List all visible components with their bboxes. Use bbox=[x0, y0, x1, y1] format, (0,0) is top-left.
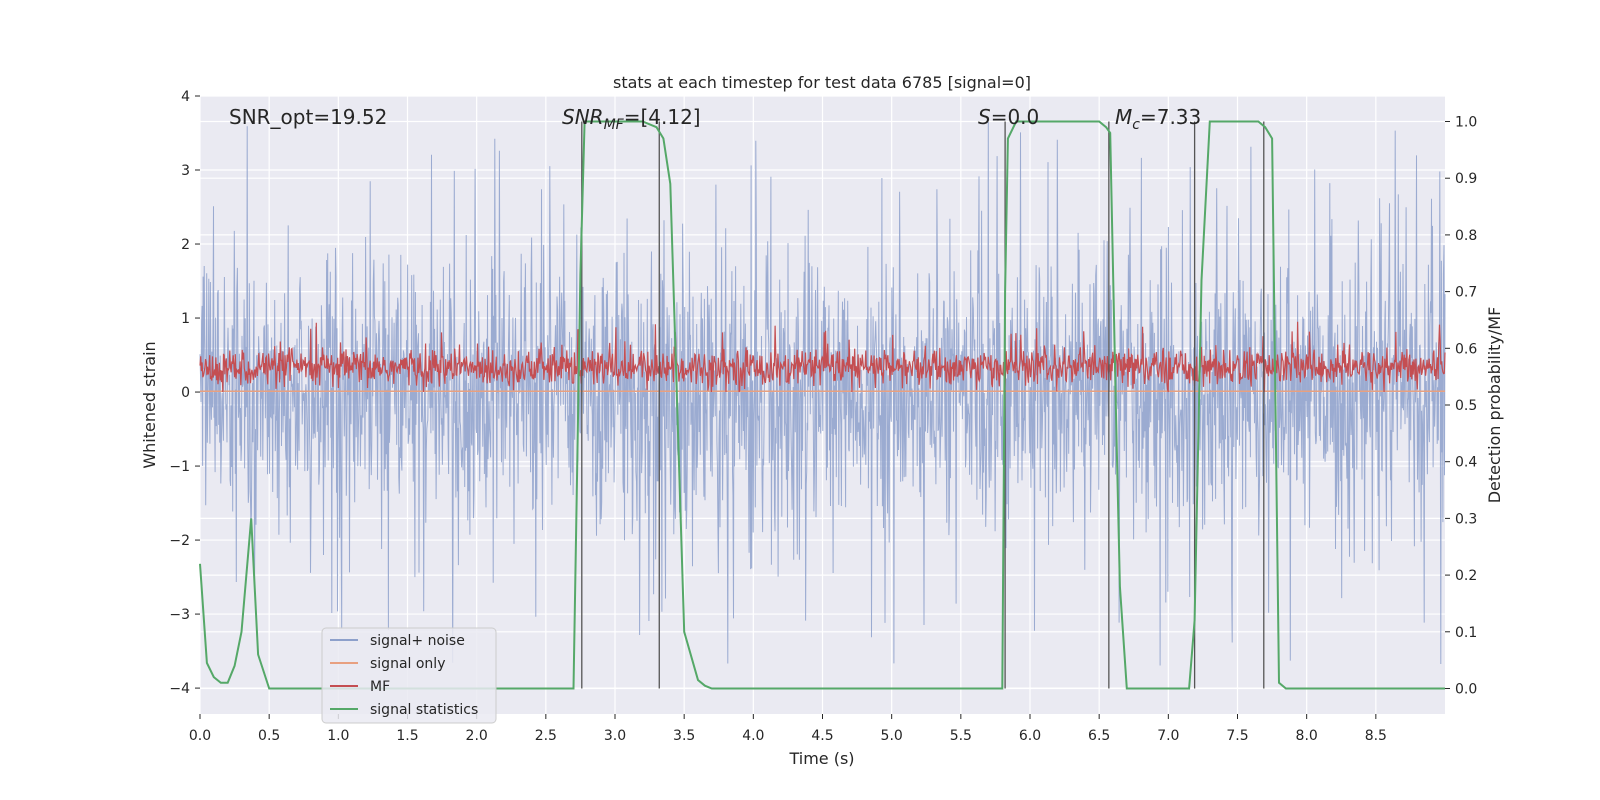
x-tick-label: 6.0 bbox=[1019, 728, 1041, 744]
x-tick-label: 1.5 bbox=[396, 728, 418, 744]
y-right-tick-label: 0.9 bbox=[1455, 171, 1477, 187]
mc-value: =7.33 bbox=[1140, 105, 1201, 129]
x-tick-label: 3.0 bbox=[604, 728, 626, 744]
y-axis-label-right: Detection probability/MF bbox=[1485, 307, 1504, 504]
legend: signal+ noise signal only MF signal stat… bbox=[321, 627, 497, 724]
x-tick-label: 7.5 bbox=[1226, 728, 1248, 744]
y-right-tick-label: 1.0 bbox=[1455, 115, 1477, 131]
legend-box bbox=[321, 627, 497, 724]
signal-noise-line bbox=[199, 121, 1446, 666]
signal-statistics-line bbox=[199, 120, 1445, 690]
y-right-tick-label: 0.2 bbox=[1455, 568, 1477, 584]
x-tick-label: 8.5 bbox=[1365, 728, 1387, 744]
y-right-tick-label: 0.8 bbox=[1455, 228, 1477, 244]
legend-label-signal-noise: signal+ noise bbox=[370, 633, 465, 649]
signal-noise-series bbox=[199, 121, 1446, 666]
x-tick-label: 8.0 bbox=[1296, 728, 1318, 744]
legend-label-mf: MF bbox=[370, 679, 390, 695]
x-tick-label: 4.0 bbox=[742, 728, 764, 744]
annotation-mc: Mc=7.33 bbox=[1115, 105, 1201, 133]
y-left-tick-label: −3 bbox=[169, 607, 190, 623]
x-tick-label: 4.5 bbox=[811, 728, 833, 744]
mf-line bbox=[199, 321, 1446, 393]
y-left-tick-label: −1 bbox=[169, 459, 190, 475]
mc-subscript: c bbox=[1132, 117, 1140, 133]
y-right-tick-label: 0.4 bbox=[1455, 455, 1477, 471]
mc-symbol: M bbox=[1115, 105, 1132, 129]
mf-series bbox=[199, 321, 1446, 393]
legend-label-signal-statistics: signal statistics bbox=[370, 702, 478, 718]
y-left-tick-labels: 4 3 2 1 0 −1 −2 −3 −4 bbox=[169, 89, 200, 697]
y-left-tick-label: 1 bbox=[181, 311, 190, 327]
s-symbol: S bbox=[978, 105, 991, 129]
legend-label-signal-only: signal only bbox=[370, 656, 445, 672]
x-tick-label: 2.0 bbox=[466, 728, 488, 744]
annotation-snr-mf: SNRMF=[4.12] bbox=[562, 105, 701, 133]
x-tick-label: 5.0 bbox=[881, 728, 903, 744]
y-right-tick-label: 0.3 bbox=[1455, 511, 1477, 527]
s-value: =0.0 bbox=[991, 105, 1040, 129]
snr-mf-value: =[4.12] bbox=[624, 105, 701, 129]
y-left-tick-label: 2 bbox=[181, 237, 190, 253]
y-right-tick-label: 0.0 bbox=[1455, 681, 1477, 697]
signal-statistics-series bbox=[199, 120, 1445, 690]
y-left-tick-label: 0 bbox=[181, 385, 190, 401]
snr-mf-subscript: MF bbox=[604, 117, 625, 133]
x-tick-label: 7.0 bbox=[1157, 728, 1179, 744]
annotation-s: S=0.0 bbox=[978, 105, 1039, 129]
snr-mf-symbol: SNR bbox=[562, 105, 604, 129]
y-right-tick-label: 0.1 bbox=[1455, 625, 1477, 641]
y-left-tick-label: −2 bbox=[169, 533, 190, 549]
y-left-tick-label: 3 bbox=[181, 163, 190, 179]
y-right-tick-label: 0.7 bbox=[1455, 285, 1477, 301]
x-tick-labels: 0.0 0.5 1.0 1.5 2.0 2.5 3.0 3.5 4.0 4.5 5.0 5.5 6.0 6… bbox=[189, 714, 1387, 744]
chart-title: stats at each timestep for test data 678… bbox=[613, 73, 1031, 92]
y-axis-label-left: Whitened strain bbox=[140, 341, 159, 468]
x-tick-label: 2.5 bbox=[535, 728, 557, 744]
annotation-snr-opt: SNR_opt=19.52 bbox=[229, 105, 387, 129]
y-right-tick-labels: 1.0 0.9 0.8 0.7 0.6 0.5 0.4 0.3 0.2 0.1 0.0 bbox=[1445, 115, 1477, 697]
x-tick-label: 6.5 bbox=[1088, 728, 1110, 744]
y-right-tick-label: 0.5 bbox=[1455, 398, 1477, 414]
y-left-tick-label: 4 bbox=[181, 89, 190, 105]
x-tick-label: 0.0 bbox=[189, 728, 211, 744]
x-tick-label: 0.5 bbox=[258, 728, 280, 744]
x-tick-label: 5.5 bbox=[950, 728, 972, 744]
x-axis-label: Time (s) bbox=[788, 749, 854, 768]
y-right-tick-label: 0.6 bbox=[1455, 341, 1477, 357]
x-tick-label: 1.0 bbox=[327, 728, 349, 744]
x-tick-label: 3.5 bbox=[673, 728, 695, 744]
y-left-tick-label: −4 bbox=[169, 681, 190, 697]
